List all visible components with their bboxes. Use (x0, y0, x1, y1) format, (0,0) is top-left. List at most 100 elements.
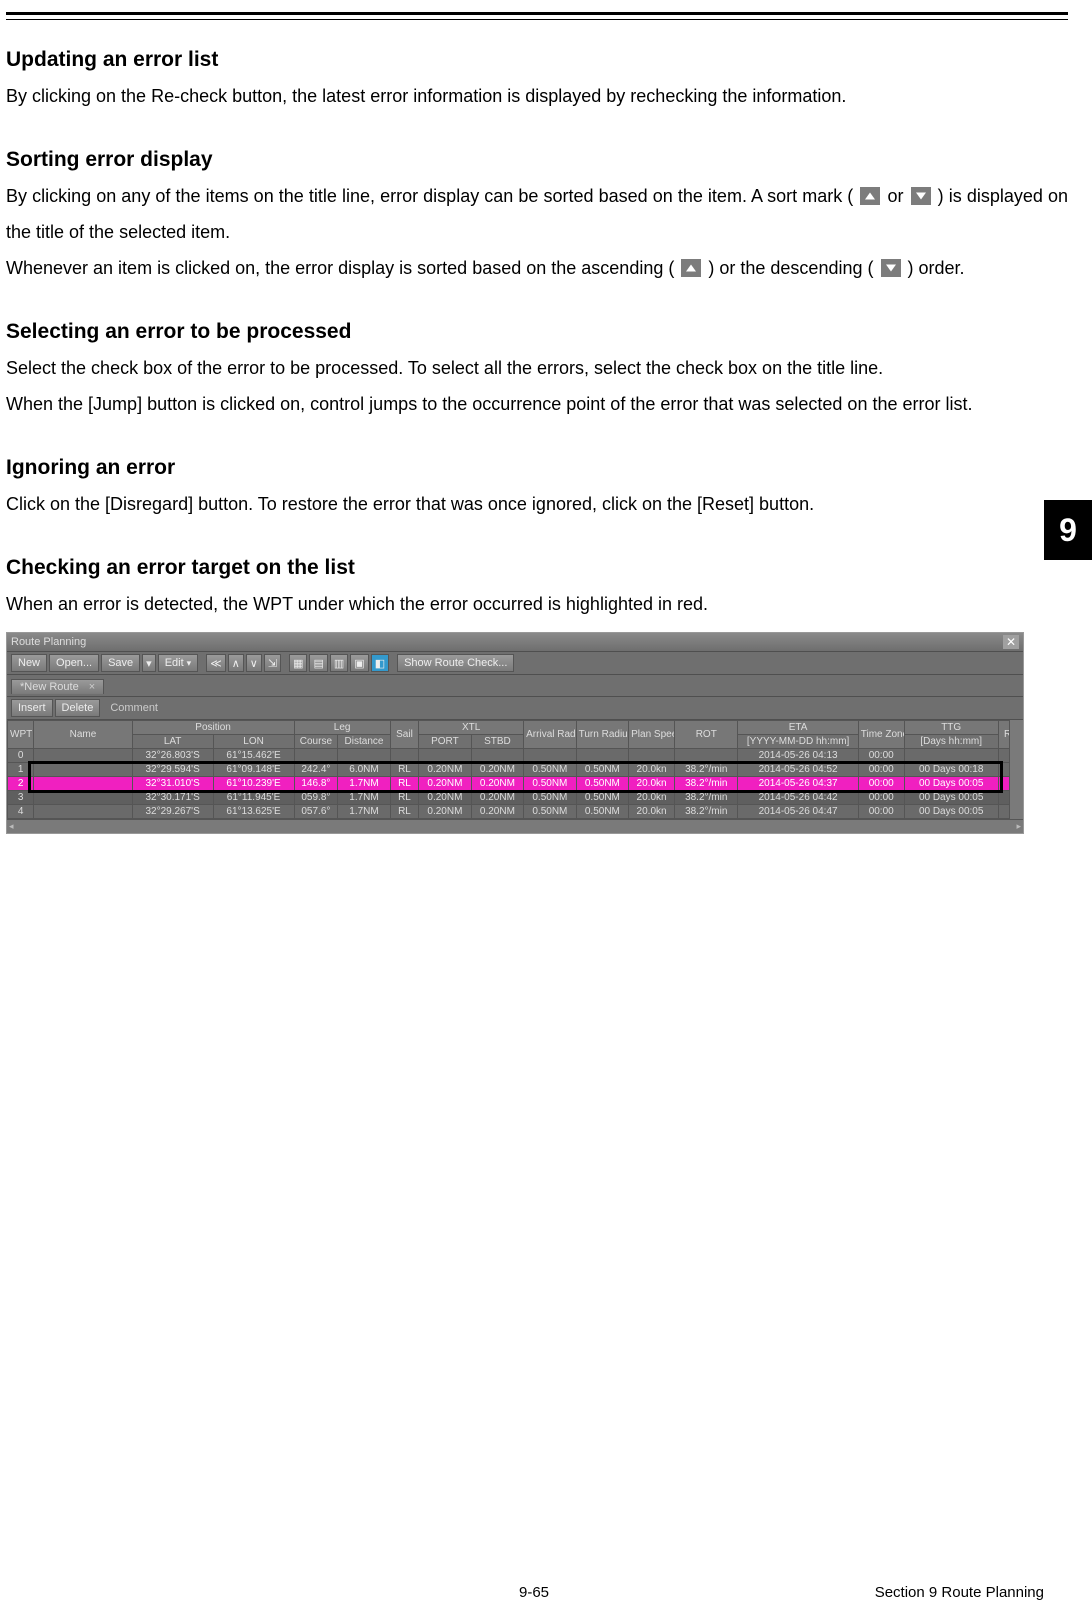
cell: 0.20NM (471, 805, 523, 819)
cell: 0.50NM (576, 763, 628, 777)
open-button[interactable]: Open... (49, 654, 99, 672)
text: ) order. (908, 258, 965, 278)
rule-thick (6, 12, 1068, 15)
cell: 38.2°/min (675, 777, 738, 791)
save-button[interactable]: Save (101, 654, 140, 672)
cell: 61°09.148'E (213, 763, 294, 777)
cell: 20.0kn (629, 763, 675, 777)
col-ttg[interactable]: TTG (904, 721, 998, 735)
show-route-check-button[interactable]: Show Route Check... (397, 654, 514, 672)
col-tz[interactable]: Time Zone (858, 721, 904, 749)
cell: 00:00 (858, 805, 904, 819)
route-tab[interactable]: *New Route× (11, 679, 104, 694)
cell: 1 (8, 763, 34, 777)
cell: 20.0kn (629, 791, 675, 805)
col-sail[interactable]: Sail (390, 721, 418, 749)
cell: 00:00 (858, 763, 904, 777)
cell: 32°29.267'S (132, 805, 213, 819)
edit-button[interactable]: Edit▾ (158, 654, 199, 672)
col-plan[interactable]: Plan Speed (629, 721, 675, 749)
comment-label: Comment (110, 702, 158, 714)
nav-end-icon[interactable]: ⇲ (264, 654, 281, 672)
window-title: Route Planning (11, 636, 86, 648)
cell (338, 749, 390, 763)
page-footer: 9-65 Section 9 Route Planning (0, 1584, 1068, 1601)
para-selecting-2: When the [Jump] button is clicked on, co… (6, 386, 1068, 422)
col-rot[interactable]: ROT (675, 721, 738, 749)
view2-icon[interactable]: ▤ (309, 654, 327, 672)
cell: 61°11.945'E (213, 791, 294, 805)
col-lon[interactable]: LON (213, 735, 294, 749)
nav-prev-icon[interactable]: ≪ (206, 654, 226, 672)
new-button[interactable]: New (11, 654, 47, 672)
table-row[interactable]: 032°26.803'S61°15.462'E2014-05-26 04:130… (8, 749, 1023, 763)
nav-down-icon[interactable]: ∨ (246, 654, 262, 672)
tab-close-icon[interactable]: × (89, 681, 95, 693)
cell: 38.2°/min (675, 791, 738, 805)
vertical-scrollbar[interactable] (1009, 720, 1023, 819)
cell: 0.20NM (419, 791, 471, 805)
cell: 0.50NM (524, 763, 576, 777)
scroll-right-icon[interactable]: ▸ (1016, 821, 1021, 832)
text: Whenever an item is clicked on, the erro… (6, 258, 674, 278)
insert-button[interactable]: Insert (11, 699, 53, 717)
cell (629, 749, 675, 763)
save-dropdown[interactable]: ▾ (142, 654, 156, 672)
cell: 00:00 (858, 777, 904, 791)
text: ) or the descending ( (708, 258, 873, 278)
col-course[interactable]: Course (294, 735, 338, 749)
scroll-left-icon[interactable]: ◂ (9, 821, 14, 832)
col-leg[interactable]: Leg (294, 721, 390, 735)
col-eta[interactable]: ETA (738, 721, 858, 735)
cell: 00 Days 00:18 (904, 763, 998, 777)
cell: 2014-05-26 04:42 (738, 791, 858, 805)
cell: 242.4° (294, 763, 338, 777)
cell: 32°30.171'S (132, 791, 213, 805)
col-xtl[interactable]: XTL (419, 721, 524, 735)
horizontal-scrollbar[interactable]: ◂ ▸ (7, 819, 1023, 833)
cell: 61°10.239'E (213, 777, 294, 791)
table-row[interactable]: 232°31.010'S61°10.239'E146.8°1.7NMRL0.20… (8, 777, 1023, 791)
col-lat[interactable]: LAT (132, 735, 213, 749)
col-position[interactable]: Position (132, 721, 294, 735)
heading-checking: Checking an error target on the list (6, 556, 1068, 580)
cell: 0.50NM (524, 777, 576, 791)
route-planning-window: Route Planning ✕ New Open... Save ▾ Edit… (6, 632, 1024, 834)
table-row[interactable]: 332°30.171'S61°11.945'E059.8°1.7NMRL0.20… (8, 791, 1023, 805)
cell: 38.2°/min (675, 805, 738, 819)
close-icon[interactable]: ✕ (1003, 635, 1019, 649)
heading-sorting: Sorting error display (6, 148, 1068, 172)
route-table: WPT No. Name Position Leg Sail XTL Arriv… (7, 720, 1023, 819)
col-port[interactable]: PORT (419, 735, 471, 749)
cell: 61°15.462'E (213, 749, 294, 763)
cell: 00 Days 00:05 (904, 791, 998, 805)
cell: 2014-05-26 04:47 (738, 805, 858, 819)
cell (576, 749, 628, 763)
sort-down-icon (911, 187, 931, 205)
col-turn[interactable]: Turn Radius (576, 721, 628, 749)
col-distance[interactable]: Distance (338, 735, 390, 749)
view5-icon[interactable]: ◧ (371, 654, 389, 672)
cell (471, 749, 523, 763)
cell: RL (390, 791, 418, 805)
col-name[interactable]: Name (34, 721, 132, 749)
view3-icon[interactable]: ▥ (330, 654, 348, 672)
cell: 0.20NM (419, 805, 471, 819)
col-wpt[interactable]: WPT No. (8, 721, 34, 749)
table-row[interactable]: 132°29.594'S61°09.148'E242.4°6.0NMRL0.20… (8, 763, 1023, 777)
sort-up-icon (681, 259, 701, 277)
para-checking: When an error is detected, the WPT under… (6, 586, 1068, 622)
col-arrival[interactable]: Arrival Radius (524, 721, 576, 749)
view4-icon[interactable]: ▣ (350, 654, 368, 672)
chapter-tab: 9 (1044, 500, 1092, 560)
cell: RL (390, 763, 418, 777)
table-row[interactable]: 432°29.267'S61°13.625'E057.6°1.7NMRL0.20… (8, 805, 1023, 819)
cell (34, 763, 132, 777)
cell: 20.0kn (629, 805, 675, 819)
delete-button[interactable]: Delete (55, 699, 101, 717)
col-eta-fmt: [YYYY-MM-DD hh:mm] (738, 735, 858, 749)
view1-icon[interactable]: ▦ (289, 654, 307, 672)
cell: 0 (8, 749, 34, 763)
col-stbd[interactable]: STBD (471, 735, 523, 749)
nav-up-icon[interactable]: ∧ (228, 654, 244, 672)
